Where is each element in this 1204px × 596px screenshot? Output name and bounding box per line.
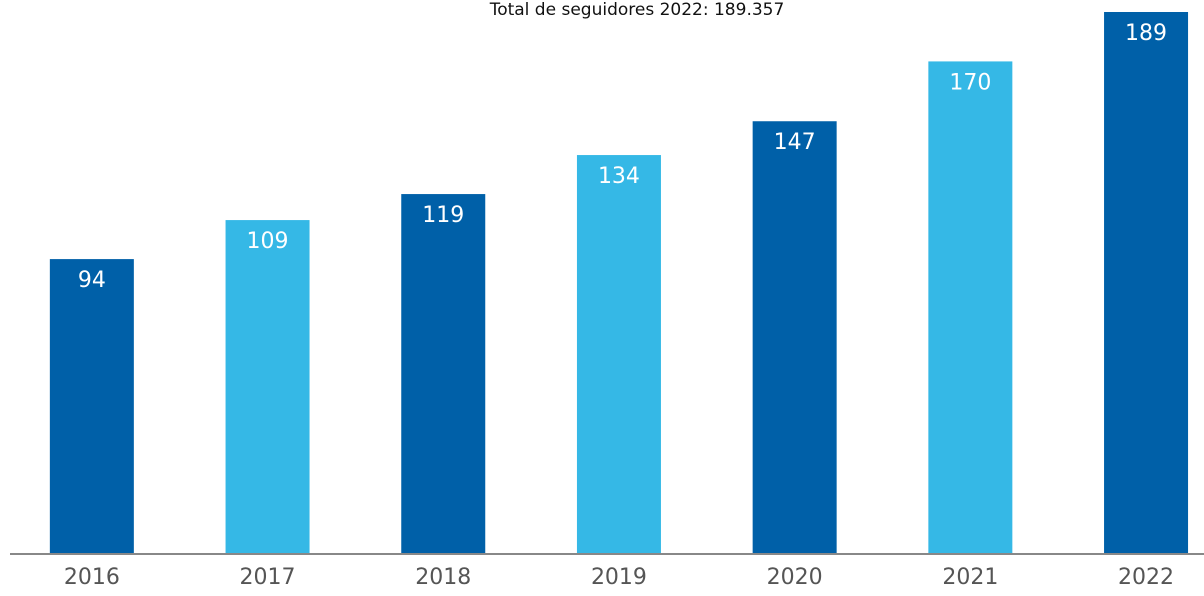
value-label: 134: [598, 164, 640, 189]
bar: [928, 61, 1013, 553]
bar: [1104, 12, 1189, 553]
value-label: 119: [422, 203, 464, 228]
chart-title: Total de seguidores 2022: 189.357: [489, 0, 785, 20]
x-tick-label: 2016: [64, 565, 120, 590]
bar: [576, 155, 661, 553]
x-tick-label: 2021: [942, 565, 998, 590]
x-tick-label: 2020: [767, 565, 823, 590]
x-tick-label: 2017: [240, 565, 296, 590]
value-label: 147: [774, 130, 816, 155]
x-tick-label: 2022: [1118, 565, 1174, 590]
value-label: 170: [949, 70, 991, 95]
bar: [225, 220, 310, 554]
value-label: 94: [78, 268, 106, 293]
x-tick-label: 2018: [415, 565, 471, 590]
bar: [49, 259, 134, 553]
bar: [752, 121, 837, 553]
x-tick-label: 2019: [591, 565, 647, 590]
value-label: 189: [1125, 21, 1167, 46]
value-label: 109: [247, 229, 289, 254]
bar: [401, 194, 486, 553]
